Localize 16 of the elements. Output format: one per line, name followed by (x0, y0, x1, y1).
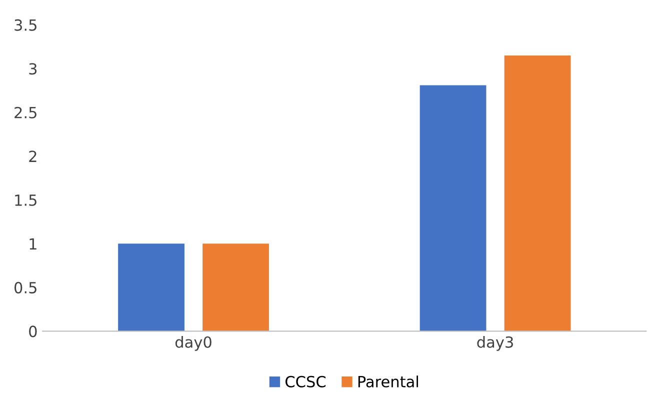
x-tick-label: day0 (175, 336, 212, 351)
bar (420, 85, 486, 332)
y-tick-label: 0 (29, 326, 37, 338)
y-tick-label: 1.5 (15, 194, 36, 206)
x-tick-label: day3 (477, 336, 513, 351)
y-tick-label: 2.5 (14, 106, 36, 118)
bar (504, 55, 571, 332)
y-tick-label: 1 (30, 238, 36, 250)
y-tick-label: 0.5 (14, 282, 36, 294)
y-tick-label: 2 (29, 150, 36, 162)
bar (118, 244, 184, 332)
legend-label: Parental (358, 376, 418, 388)
y-tick-label: 3.5 (14, 19, 36, 31)
y-tick-label: 3 (29, 63, 37, 75)
legend-label: CCSC (286, 376, 326, 388)
bar (202, 244, 269, 332)
